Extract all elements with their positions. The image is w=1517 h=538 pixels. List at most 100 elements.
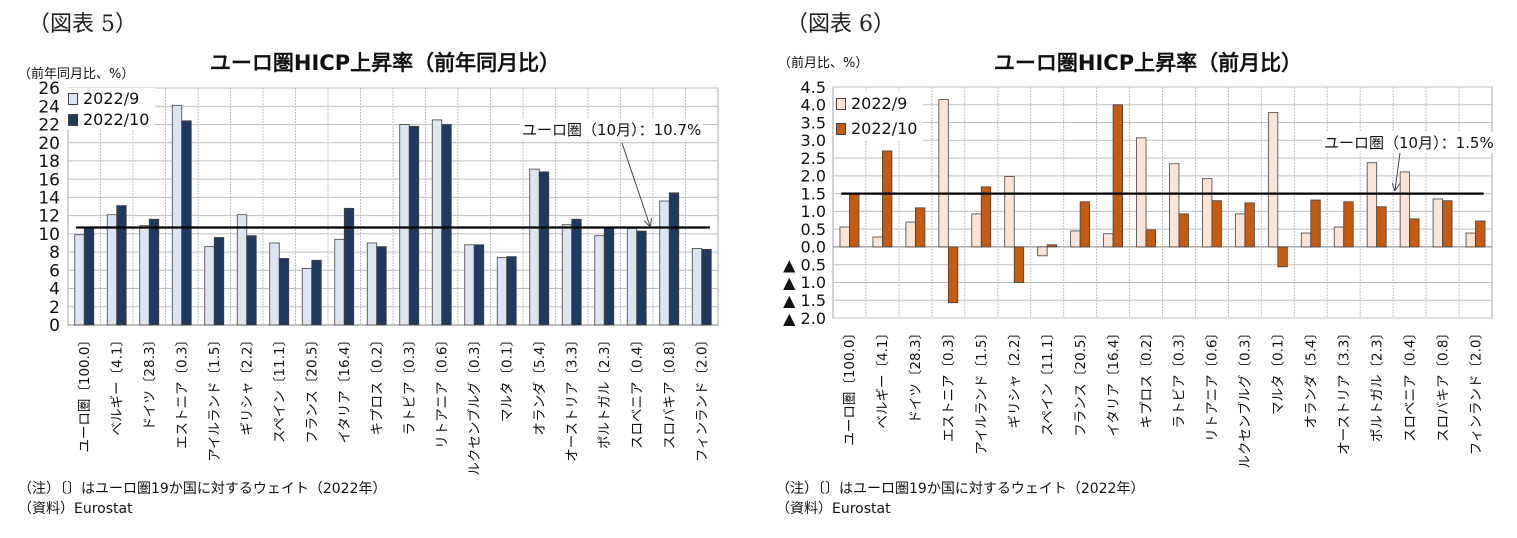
y-tick-label: 26 bbox=[38, 79, 60, 99]
x-tick-label: リトアニア〔0.6〕 bbox=[434, 333, 450, 449]
x-tick-label: イタリア〔16.4〕 bbox=[337, 333, 353, 444]
source-note: （資料）Eurostat bbox=[18, 501, 133, 517]
bar-series2-cat15 bbox=[571, 218, 582, 326]
legend-item: 2022/9 bbox=[836, 91, 917, 116]
x-tick-label: キプロス〔0.2〕 bbox=[1139, 326, 1155, 428]
reference-annotation: ユーロ圏（10月）：1.5% bbox=[1322, 132, 1496, 153]
x-tick-label: フランス〔20.5〕 bbox=[304, 333, 320, 444]
y-tick-label: ▲ 1.0 bbox=[783, 273, 826, 292]
x-tick-label: スロベニア〔0.4〕 bbox=[1402, 326, 1418, 442]
x-tick-label: ベルギー〔4.1〕 bbox=[875, 326, 891, 428]
x-tick-label: スロバキア〔0.8〕 bbox=[1435, 326, 1451, 442]
bar-series1-cat8 bbox=[1103, 233, 1114, 248]
bar-series1-cat1 bbox=[872, 236, 883, 248]
bar-series1-cat4 bbox=[204, 246, 215, 326]
y-tick-label: ▲ 1.5 bbox=[783, 291, 826, 310]
bar-series2-cat6 bbox=[1046, 244, 1058, 248]
bar-series2-cat15 bbox=[1343, 201, 1354, 248]
bar-series2-cat12 bbox=[473, 244, 485, 326]
bar-series1-cat9 bbox=[366, 242, 378, 326]
x-tick-label: ベルギー〔4.1〕 bbox=[109, 333, 125, 435]
bar-series1-cat13 bbox=[496, 257, 508, 326]
y-axis-unit-label: （前月比、%） bbox=[778, 56, 869, 71]
y-tick-label: 10 bbox=[38, 225, 60, 245]
bar-series1-cat13 bbox=[1267, 112, 1279, 248]
legend-label: 2022/9 bbox=[83, 89, 140, 108]
x-tick-label: ドイツ〔28.3〕 bbox=[908, 326, 924, 424]
bar-series1-cat19 bbox=[1465, 232, 1476, 248]
bar-series2-cat17 bbox=[636, 230, 647, 326]
bar-series1-cat19 bbox=[691, 248, 703, 326]
x-tick-label: イタリア〔16.4〕 bbox=[1106, 326, 1122, 437]
bar-series1-cat0 bbox=[839, 226, 850, 248]
annotation-arrow bbox=[621, 142, 650, 226]
bar-series2-cat11 bbox=[441, 124, 452, 326]
y-tick-label: 16 bbox=[38, 170, 60, 190]
y-tick-label: 6 bbox=[49, 261, 60, 281]
bar-series1-cat17 bbox=[1399, 171, 1411, 248]
legend-item: 2022/9 bbox=[68, 88, 149, 109]
bar-series2-cat10 bbox=[1178, 213, 1189, 248]
y-tick-label: 22 bbox=[38, 116, 60, 136]
bar-series2-cat19 bbox=[1475, 220, 1486, 248]
bar-series2-cat3 bbox=[947, 246, 959, 304]
x-tick-label: マルタ〔0.1〕 bbox=[1271, 326, 1287, 415]
x-tick-label: スペイン〔11.1〕 bbox=[1040, 326, 1056, 436]
y-tick-label: 0.0 bbox=[801, 238, 826, 257]
bar-series2-cat11 bbox=[1211, 200, 1222, 248]
legend-swatch bbox=[836, 122, 846, 135]
legend-item: 2022/10 bbox=[836, 116, 917, 141]
bar-series2-cat9 bbox=[376, 246, 387, 326]
bar-series1-cat14 bbox=[1300, 232, 1312, 248]
bar-series1-cat15 bbox=[1333, 226, 1345, 248]
bar-series1-cat6 bbox=[1037, 246, 1048, 257]
mom-chart: 4.54.03.53.02.52.01.51.00.50.0▲ 0.5▲ 1.0… bbox=[783, 78, 1493, 469]
y-tick-label: 4 bbox=[49, 280, 60, 300]
bar-series1-cat4 bbox=[971, 213, 982, 248]
bar-series1-cat1 bbox=[106, 214, 118, 326]
legend-swatch bbox=[68, 113, 78, 126]
bar-series1-cat3 bbox=[171, 104, 183, 326]
x-tick-label: スロバキア〔0.8〕 bbox=[662, 333, 678, 449]
x-tick-label: ラトビア〔0.3〕 bbox=[402, 333, 418, 435]
bar-series1-cat17 bbox=[626, 227, 638, 326]
chart-title: ユーロ圏HICP上昇率（前月比） bbox=[993, 51, 1303, 75]
bar-series1-cat18 bbox=[659, 200, 670, 326]
legend-label: 2022/10 bbox=[851, 119, 918, 138]
bar-series1-cat12 bbox=[1234, 213, 1246, 248]
y-tick-label: 14 bbox=[38, 189, 60, 209]
x-tick-label: エストニア〔0.3〕 bbox=[941, 326, 957, 442]
bar-series2-cat9 bbox=[1145, 229, 1156, 248]
y-tick-label: 20 bbox=[38, 134, 60, 154]
y-tick-label: 1.5 bbox=[801, 184, 826, 203]
x-tick-label: オーストリア〔3.3〕 bbox=[564, 333, 580, 462]
bar-series2-cat8 bbox=[343, 207, 355, 326]
y-tick-label: 0.5 bbox=[801, 220, 826, 239]
x-tick-label: マルタ〔0.1〕 bbox=[499, 333, 515, 422]
x-tick-label: ギリシャ〔2.2〕 bbox=[239, 333, 255, 435]
bar-series2-cat2 bbox=[148, 218, 160, 326]
bar-series2-cat10 bbox=[408, 125, 420, 326]
legend-item: 2022/10 bbox=[68, 109, 149, 130]
bar-series1-cat2 bbox=[139, 225, 150, 326]
figure-label: （図表 5） bbox=[28, 12, 137, 37]
bar-series2-cat18 bbox=[668, 192, 680, 326]
y-tick-label: ▲ 2.0 bbox=[783, 309, 826, 328]
bar-series1-cat0 bbox=[74, 234, 85, 326]
x-tick-label: ポルトガル〔2.3〕 bbox=[1369, 326, 1385, 442]
legend-swatch bbox=[68, 92, 78, 105]
legend-label: 2022/9 bbox=[851, 94, 908, 113]
y-tick-label: 2.0 bbox=[801, 167, 826, 186]
bar-series2-cat16 bbox=[1376, 206, 1387, 248]
bar-series2-cat7 bbox=[311, 259, 322, 326]
bar-series1-cat14 bbox=[529, 168, 540, 326]
bar-series1-cat8 bbox=[334, 238, 345, 326]
y-tick-label: 4.0 bbox=[801, 96, 826, 115]
y-tick-label: 24 bbox=[38, 97, 60, 117]
bar-series1-cat15 bbox=[561, 224, 573, 326]
x-tick-label: ギリシャ〔2.2〕 bbox=[1007, 326, 1023, 428]
x-tick-label: オランダ〔5.4〕 bbox=[1304, 326, 1320, 428]
bar-series1-cat12 bbox=[464, 244, 475, 326]
x-tick-label: スペイン〔11.1〕 bbox=[272, 333, 288, 443]
